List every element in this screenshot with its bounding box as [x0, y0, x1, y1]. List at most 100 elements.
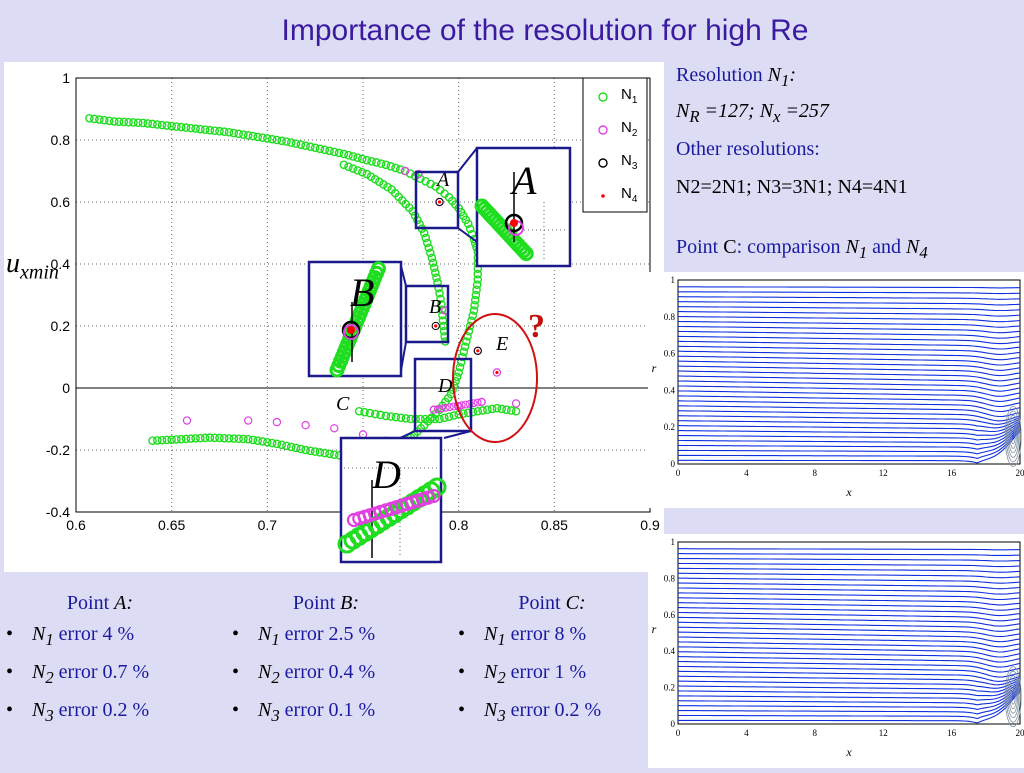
error-column-heading: Point B:: [226, 592, 426, 615]
bullet-icon: •: [458, 623, 484, 646]
n1-marker: [382, 161, 389, 168]
legend-label-sub: 1: [632, 95, 638, 106]
bullet-icon: •: [458, 661, 484, 684]
error-item: •N1 error 8 %: [452, 623, 652, 650]
error-item: •N3 error 0.2 %: [0, 699, 200, 726]
flow-x-tick: 4: [744, 468, 749, 478]
point-label: Point: [676, 236, 723, 258]
inset-d-label: D: [371, 452, 401, 497]
flow-x-tick: 4: [744, 728, 749, 738]
error-item: •N2 error 1 %: [452, 661, 652, 688]
leader-a: [458, 148, 477, 172]
flow-y-tick: 0.2: [664, 683, 675, 693]
bullet-icon: •: [232, 661, 258, 684]
inset-b-label: B: [350, 270, 374, 315]
n2-marker: [273, 419, 280, 426]
resolution-sub: 2: [271, 668, 279, 687]
resolution-var: N: [768, 64, 781, 86]
flow-y-label: r: [652, 622, 657, 636]
nx-var: N: [760, 100, 773, 122]
y-axis-label-main: u: [6, 248, 20, 279]
error-item: •N2 error 0.4 %: [226, 661, 426, 688]
n1-marker: [378, 160, 385, 167]
resolution-sub: 1: [271, 630, 279, 649]
flow-y-tick: 0: [671, 459, 676, 469]
y-tick-label: 0.6: [51, 194, 71, 210]
n1-marker: [340, 161, 347, 168]
point-letter: C:: [566, 592, 586, 614]
comp-n4-sub: 4: [919, 243, 927, 262]
annotation-e: E: [495, 333, 508, 355]
inset-a-n4: [510, 219, 518, 227]
flow-x-tick: 8: [813, 728, 818, 738]
resolution-sub: 3: [271, 706, 279, 725]
flow-x-tick: 20: [1016, 468, 1024, 478]
point-label: Point: [518, 592, 565, 614]
flow-x-tick: 16: [947, 728, 957, 738]
nr-var: N: [676, 100, 689, 122]
n4-marker: [438, 200, 441, 203]
error-value: error 8 %: [506, 623, 587, 645]
n1-marker: [431, 264, 438, 271]
n1-marker: [428, 254, 435, 261]
error-value: error 0.1 %: [280, 699, 376, 721]
x-tick-label: 0.65: [158, 517, 185, 533]
flow-y-tick: 0.4: [664, 385, 676, 395]
and-label: and: [867, 236, 906, 258]
n4-marker: [434, 324, 437, 327]
point-label: Point: [293, 592, 340, 614]
n1-marker: [450, 412, 457, 419]
error-value: error 0.7 %: [54, 661, 150, 683]
inset-a-label: A: [509, 158, 537, 203]
error-column-heading: Point A:: [0, 592, 200, 615]
comparison-label: comparison: [742, 236, 845, 258]
error-value: error 4 %: [54, 623, 135, 645]
legend-label-sub: 4: [632, 194, 638, 205]
nr-text: =127;: [700, 100, 760, 122]
flow-y-tick: 1: [671, 537, 676, 547]
error-item: •N3 error 0.1 %: [226, 699, 426, 726]
n1-marker: [359, 169, 366, 176]
flow-y-tick: 1: [671, 275, 676, 285]
error-item: •N3 error 0.2 %: [452, 699, 652, 726]
resolution-line: Resolution N1:: [676, 64, 796, 91]
error-value: error 0.2 %: [506, 699, 602, 721]
flow-y-label: r: [652, 361, 657, 375]
y-axis-label-sub: xmin: [20, 262, 59, 284]
flow-x-tick: 16: [947, 468, 957, 478]
bullet-icon: •: [6, 661, 32, 684]
annotation-d: D: [437, 375, 453, 397]
n2-marker: [302, 422, 309, 429]
n1-marker: [432, 269, 439, 276]
resolution-var: N: [484, 699, 497, 721]
n1-marker: [387, 163, 394, 170]
resolution-var: N: [258, 699, 271, 721]
flow-y-tick: 0.6: [664, 610, 676, 620]
n2-marker: [512, 400, 519, 407]
error-value: error 0.2 %: [54, 699, 150, 721]
bullet-icon: •: [458, 699, 484, 722]
error-column-c: Point C: •N1 error 8 % •N2 error 1 % •N3 er…: [452, 592, 652, 737]
n4-marker: [495, 371, 498, 374]
flow-y-tick: 0.6: [664, 349, 676, 359]
main-scatter-plot: 0.60.650.70.750.80.850.910.80.60.40.20-0…: [4, 62, 664, 572]
n1-marker: [427, 249, 434, 256]
point-c-comparison: Point C: comparison N1 and N4: [676, 236, 928, 263]
legend-marker: [601, 194, 605, 198]
n1-marker: [433, 274, 440, 281]
n1-marker: [446, 413, 453, 420]
nr-nx-line: NR =127; Nx =257: [676, 100, 829, 127]
n1-marker: [429, 259, 436, 266]
flow-x-tick: 12: [879, 728, 888, 738]
resolution-var: N: [258, 623, 271, 645]
point-label: Point: [67, 592, 114, 614]
error-item: •N1 error 4 %: [0, 623, 200, 650]
x-tick-label: 0.85: [541, 517, 568, 533]
question-mark: ?: [528, 308, 545, 346]
x-tick-label: 0.9: [640, 517, 660, 533]
inset-a: A: [476, 148, 570, 266]
resolution-var: N: [32, 661, 45, 683]
n1-marker: [397, 166, 404, 173]
